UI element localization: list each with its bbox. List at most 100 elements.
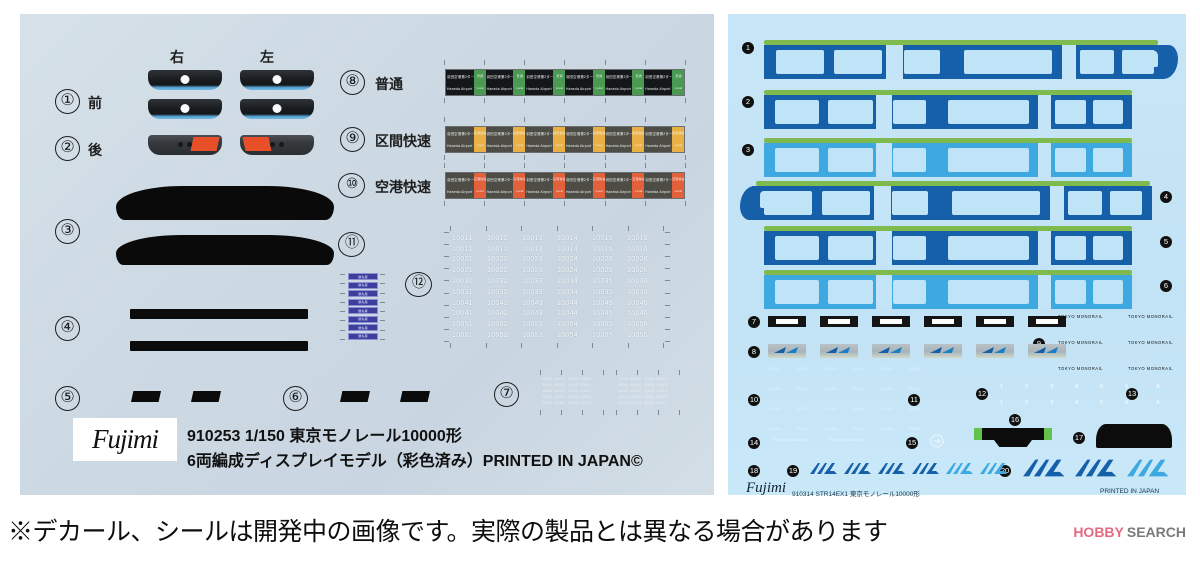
letter-decal-a1: A: [1156, 384, 1160, 390]
car-number-decal-sheet: 10011 10012 10013 10014 10015 10016 10011 10012…: [452, 233, 662, 341]
window-cutout: [892, 191, 928, 215]
destination-text-line: Haneda Airport T2: [526, 189, 553, 194]
white-car-number: 10031: [768, 406, 782, 411]
item-label-rear: 後: [88, 142, 102, 158]
body-gap: [876, 275, 892, 309]
tiny-dash-18: —: [770, 466, 774, 470]
item-label-kukan: 区間快速: [375, 133, 431, 149]
destination-accent-panel: 区間快速 Local: [672, 127, 684, 152]
destination-accent-panel: 区間快速 Local: [513, 127, 526, 152]
faint-decal-row: 10011 10012 10011 10012: [542, 382, 591, 387]
window-cutout: [1093, 280, 1123, 304]
monorail-logo-plate: [820, 344, 858, 358]
right-item-index-14: 14: [748, 437, 760, 449]
destination-unit: 羽田空港第2ターミナル Haneda Airport T2 普通 Local: [604, 70, 645, 95]
faint-decal-row: 10011 10012 10011 10012: [542, 388, 591, 393]
car-number-cell: 10023: [522, 256, 543, 264]
destination-accent-panel: 空港快速 Local: [513, 173, 526, 198]
window-cutout: [828, 280, 873, 304]
destination-accent-panel: 普通 Local: [513, 70, 526, 95]
car-number-row: 10011 10012 10013 10014 10015 10016: [452, 235, 662, 242]
faint-decal-block-a: 10011 10012 10011 10012 10011 10012 10011 1…: [542, 376, 591, 405]
car-number-cell: 10021: [452, 267, 473, 275]
destination-accent-line: 普通: [516, 74, 524, 79]
green-stripe-2: [764, 90, 1132, 95]
roof-decal-arc-2: [116, 235, 334, 265]
car-number-cell: 10024: [557, 256, 578, 264]
destination-accent-line: 普通: [595, 74, 603, 79]
car-number-cell: 10042: [487, 299, 508, 307]
window-cutout: [828, 100, 873, 124]
tokyo-monorail-marking: TOKYO MONORAIL: [1058, 314, 1104, 319]
destination-accent-line: Local: [516, 190, 524, 194]
faint-decal-cell: 10011 10012: [568, 382, 592, 387]
white-car-number: 10046: [908, 426, 922, 431]
destination-unit: 羽田空港第2ターミナル Haneda Airport T2 区間快速 Local: [604, 127, 645, 152]
faint-decal-cell: 10011 10012: [568, 376, 592, 381]
right-item-index-8: 8: [748, 346, 760, 358]
digit-decal: 5: [1100, 400, 1104, 406]
door-bar-decal: [820, 316, 858, 327]
faint-decal-cell: 10011 10012: [618, 388, 642, 393]
window-cutout: [1054, 100, 1086, 124]
white-car-number: 10012: [796, 366, 810, 371]
faint-decal-cell: 10011 10012: [542, 382, 566, 387]
destination-text-line: 羽田空港第2ターミナル: [605, 177, 633, 182]
destination-text-line: 羽田空港第2ターミナル: [526, 131, 554, 136]
faint-decal-cell: 10011 10012: [644, 376, 668, 381]
faint-decal-block-b: 10011 10012 10011 10012 10011 10012 10011 1…: [618, 376, 667, 405]
right-item-index-19: 19: [787, 465, 799, 477]
digit-decal: 2: [1025, 384, 1029, 390]
destination-accent-line: Local: [595, 87, 603, 91]
faint-decal-row: 10011 10012 10011 10012: [618, 388, 667, 393]
tick-row-8-bottom: [444, 98, 686, 103]
destination-accent-panel: 区間快速 Local: [553, 127, 565, 152]
tick-row-7a-top: [540, 370, 604, 375]
destination-text-panel: 羽田空港第2ターミナル Haneda Airport T2: [604, 173, 633, 198]
monorail-m-logo: [912, 463, 939, 474]
destination-accent-line: 普通: [556, 74, 563, 79]
tokyo-monorail-marking: TOKYO MONORAIL: [1128, 366, 1174, 371]
window-cutout: [1093, 236, 1123, 260]
window-cutout: [775, 100, 820, 124]
destination-unit: 羽田空港第2ターミナル Haneda Airport T2 空港快速 Local: [564, 173, 605, 198]
arrow-circle-icon: [930, 434, 944, 448]
destination-text-panel: 羽田空港第2ターミナル Haneda Airport T2: [564, 173, 593, 198]
car-number-cell: 10053: [522, 332, 543, 340]
window-cutout: [776, 50, 824, 74]
right-item-index-3: 3: [742, 144, 754, 156]
destination-text-panel: 羽田空港第2ターミナル Haneda Airport T2: [485, 70, 514, 95]
destination-unit: 羽田空港第2ターミナル Haneda Airport T2 空港快速 Local: [604, 173, 645, 198]
destination-accent-panel: 区間快速 Local: [632, 127, 645, 152]
fujimi-logo-right: Fujimi: [746, 480, 786, 496]
window-cutout: [1093, 148, 1123, 172]
destination-text-panel: 羽田空港第2ターミナル Haneda Airport T2: [644, 127, 673, 152]
front-light-decal-left-2: [240, 99, 314, 119]
white-car-number: 10044: [852, 426, 866, 431]
destination-text-line: 羽田空港第2ターミナル: [645, 74, 673, 79]
destination-text-panel: 羽田空港第2ターミナル Haneda Airport T2: [564, 127, 593, 152]
body-gap: [1038, 275, 1052, 309]
caption-line-2: 6両編成ディスプレイモデル（彩色済み）PRINTED IN JAPAN©: [187, 453, 643, 470]
car-number-cell: 10033: [522, 288, 543, 296]
tick-row-9-bottom: [444, 155, 686, 160]
tick-row-7b-bottom: [616, 410, 680, 415]
item-index-1: ①: [55, 89, 80, 114]
car-number-cell: 10034: [557, 288, 578, 296]
priority-seat-sticker: 優先席: [348, 332, 378, 340]
destination-strip-kukan-kaisoku: 羽田空港第2ターミナルHaneda Airport T2区間快速Local羽田空…: [445, 126, 685, 153]
car-number-cell: 10033: [522, 278, 543, 286]
white-car-number: 10013: [824, 366, 838, 371]
car-number-cell: 10046: [627, 299, 648, 307]
car-number-cell: 10016: [627, 234, 648, 242]
rear-light-decal-left: [240, 135, 314, 155]
item-index-6: ⑥: [283, 386, 308, 411]
destination-text-line: Haneda Airport T2: [605, 143, 633, 148]
tick-row-7a-bottom: [540, 410, 604, 415]
priority-seat-sticker: 優先席: [348, 307, 378, 314]
rear-light-dots-left: [270, 142, 284, 147]
white-car-number: 10033: [824, 406, 838, 411]
cab-windscreen: [1146, 50, 1158, 67]
car-number-cell: 10036: [627, 278, 648, 286]
